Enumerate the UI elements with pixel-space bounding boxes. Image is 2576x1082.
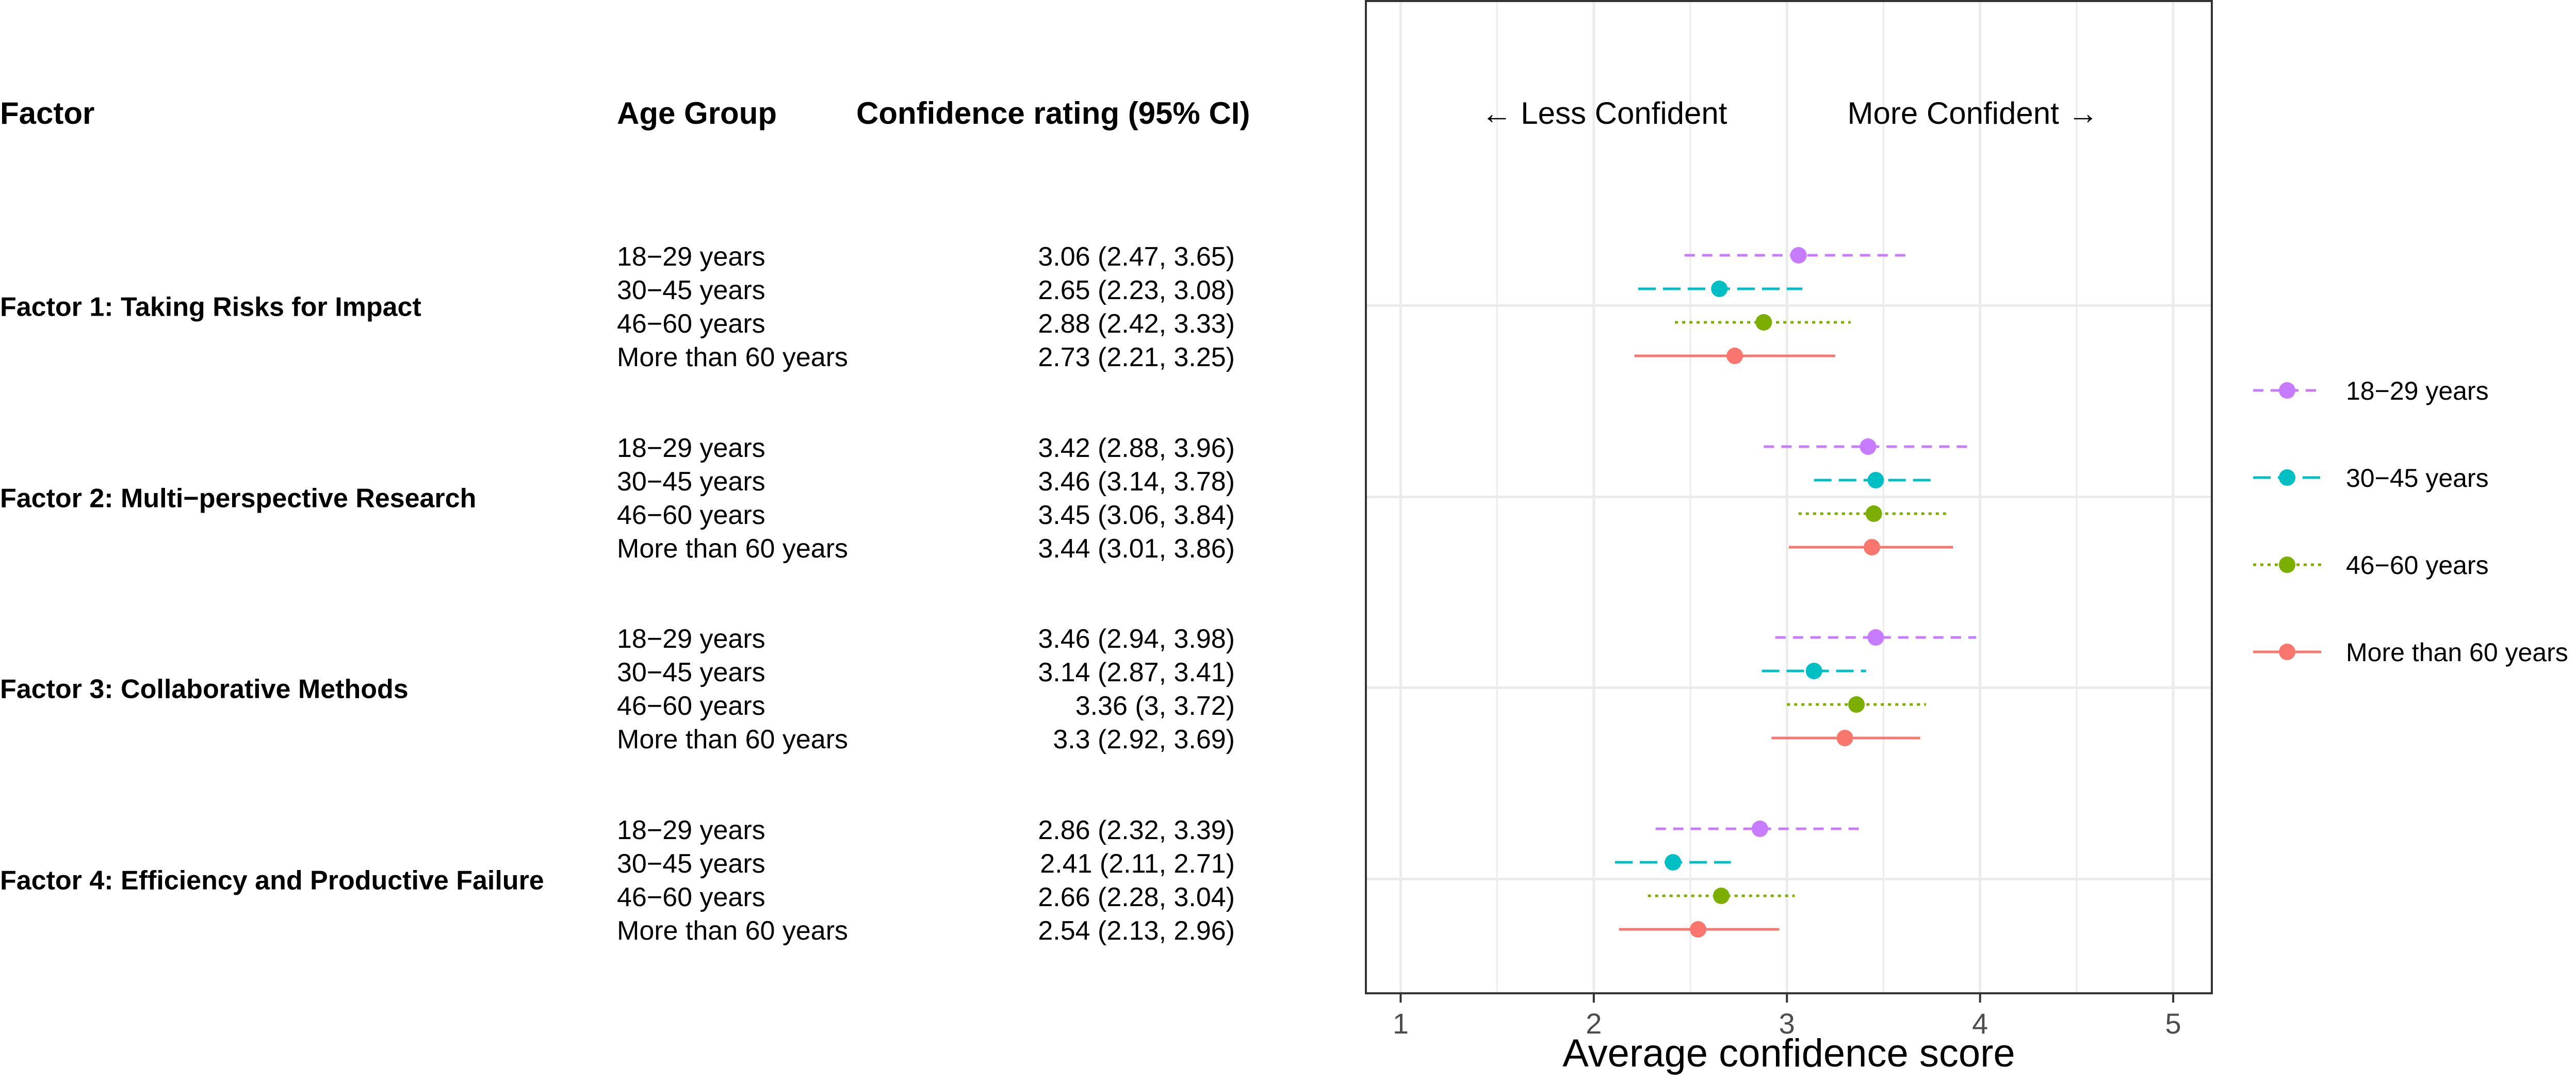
rating-cell: 2.54 (2.13, 2.96): [1038, 916, 1235, 946]
rating-cell: 3.06 (2.47, 3.65): [1038, 242, 1235, 272]
plot-marks: [1615, 247, 1977, 938]
age-group-cell: 30−45 years: [617, 658, 765, 687]
rating-cell: 2.88 (2.42, 3.33): [1038, 309, 1235, 339]
factor-label: Factor 1: Taking Risks for Impact: [0, 292, 421, 322]
x-axis: 1 2 3 4 5: [1393, 993, 2181, 1040]
age-group-cell: 30−45 years: [617, 467, 765, 497]
age-group-cell: 46−60 years: [617, 309, 765, 339]
age-group-cell: 30−45 years: [617, 849, 765, 879]
estimate-point: [1790, 247, 1807, 264]
header-age-group: Age Group: [617, 96, 777, 130]
estimate-point: [1711, 281, 1728, 297]
legend-key-point: [2279, 382, 2295, 399]
estimate-point: [1860, 438, 1877, 455]
rating-cell: 3.36 (3, 3.72): [1075, 691, 1235, 721]
rating-cell: 3.44 (3.01, 3.86): [1038, 534, 1235, 564]
legend-label: 18−29 years: [2346, 376, 2489, 405]
estimate-point: [1864, 539, 1881, 555]
rating-cell: 3.42 (2.88, 3.96): [1038, 433, 1235, 463]
estimate-point: [1867, 472, 1884, 488]
age-group-cell: More than 60 years: [617, 725, 848, 755]
age-group-cell: 18−29 years: [617, 624, 765, 654]
legend-key-point: [2279, 556, 2295, 573]
age-group-cell: 18−29 years: [617, 242, 765, 272]
legend-key-point: [2279, 469, 2295, 486]
legend: 18−29 years 30−45 years 46−60 years More th…: [2253, 376, 2568, 667]
legend-key-point: [2279, 644, 2295, 660]
rating-cell: 3.3 (2.92, 3.69): [1053, 725, 1235, 755]
age-group-cell: More than 60 years: [617, 916, 848, 946]
x-tick-label: 1: [1393, 1007, 1409, 1040]
factor-label: Factor 2: Multi−perspective Research: [0, 484, 476, 514]
age-group-cell: 46−60 years: [617, 691, 765, 721]
estimate-point: [1713, 888, 1730, 904]
rating-cell: 2.73 (2.21, 3.25): [1038, 342, 1235, 372]
table-body: Factor 1: Taking Risks for Impact 18−29 y…: [0, 242, 1235, 946]
header-confidence-rating: Confidence rating (95% CI): [856, 96, 1250, 130]
age-group-cell: 46−60 years: [617, 500, 765, 530]
x-tick-label: 3: [1779, 1007, 1795, 1040]
rating-cell: 3.46 (3.14, 3.78): [1038, 467, 1235, 497]
x-tick-label: 5: [2165, 1007, 2181, 1040]
age-group-cell: 46−60 years: [617, 882, 765, 912]
rating-cell: 3.14 (2.87, 3.41): [1038, 658, 1235, 687]
x-tick-label: 2: [1586, 1007, 1602, 1040]
age-group-cell: More than 60 years: [617, 534, 848, 564]
plot-panel: ← Less Confident More Confident →: [1365, 0, 2213, 994]
estimate-point: [1867, 629, 1884, 646]
legend-label: More than 60 years: [2346, 638, 2568, 667]
x-axis-title: Average confidence score: [1562, 1031, 2015, 1075]
estimate-point: [1865, 505, 1882, 522]
rating-cell: 2.86 (2.32, 3.39): [1038, 815, 1235, 845]
grid: [1366, 1, 2212, 993]
header-factor: Factor: [0, 96, 94, 130]
panel-border: [1365, 0, 2213, 994]
age-group-cell: 30−45 years: [617, 275, 765, 305]
estimate-point: [1690, 921, 1707, 938]
rating-cell: 2.66 (2.28, 3.04): [1038, 882, 1235, 912]
estimate-point: [1755, 314, 1772, 331]
estimate-point: [1805, 663, 1822, 679]
age-group-cell: 18−29 years: [617, 433, 765, 463]
factor-label: Factor 3: Collaborative Methods: [0, 675, 409, 704]
rating-cell: 2.41 (2.11, 2.71): [1040, 849, 1235, 879]
legend-label: 30−45 years: [2346, 464, 2489, 493]
less-confident-label: ← Less Confident: [1481, 96, 1727, 130]
factor-label: Factor 4: Efficiency and Productive Fail…: [0, 866, 544, 896]
estimate-point: [1848, 696, 1865, 713]
rating-cell: 3.46 (2.94, 3.98): [1038, 624, 1235, 654]
more-confident-label: More Confident →: [1848, 96, 2099, 130]
age-group-cell: 18−29 years: [617, 815, 765, 845]
estimate-point: [1665, 854, 1682, 871]
x-tick-label: 4: [1972, 1007, 1988, 1040]
estimate-point: [1726, 348, 1743, 364]
age-group-cell: More than 60 years: [617, 342, 848, 372]
legend-label: 46−60 years: [2346, 551, 2489, 580]
estimate-point: [1751, 821, 1768, 837]
rating-cell: 3.45 (3.06, 3.84): [1038, 500, 1235, 530]
estimate-point: [1836, 730, 1853, 746]
rating-cell: 2.65 (2.23, 3.08): [1038, 275, 1235, 305]
